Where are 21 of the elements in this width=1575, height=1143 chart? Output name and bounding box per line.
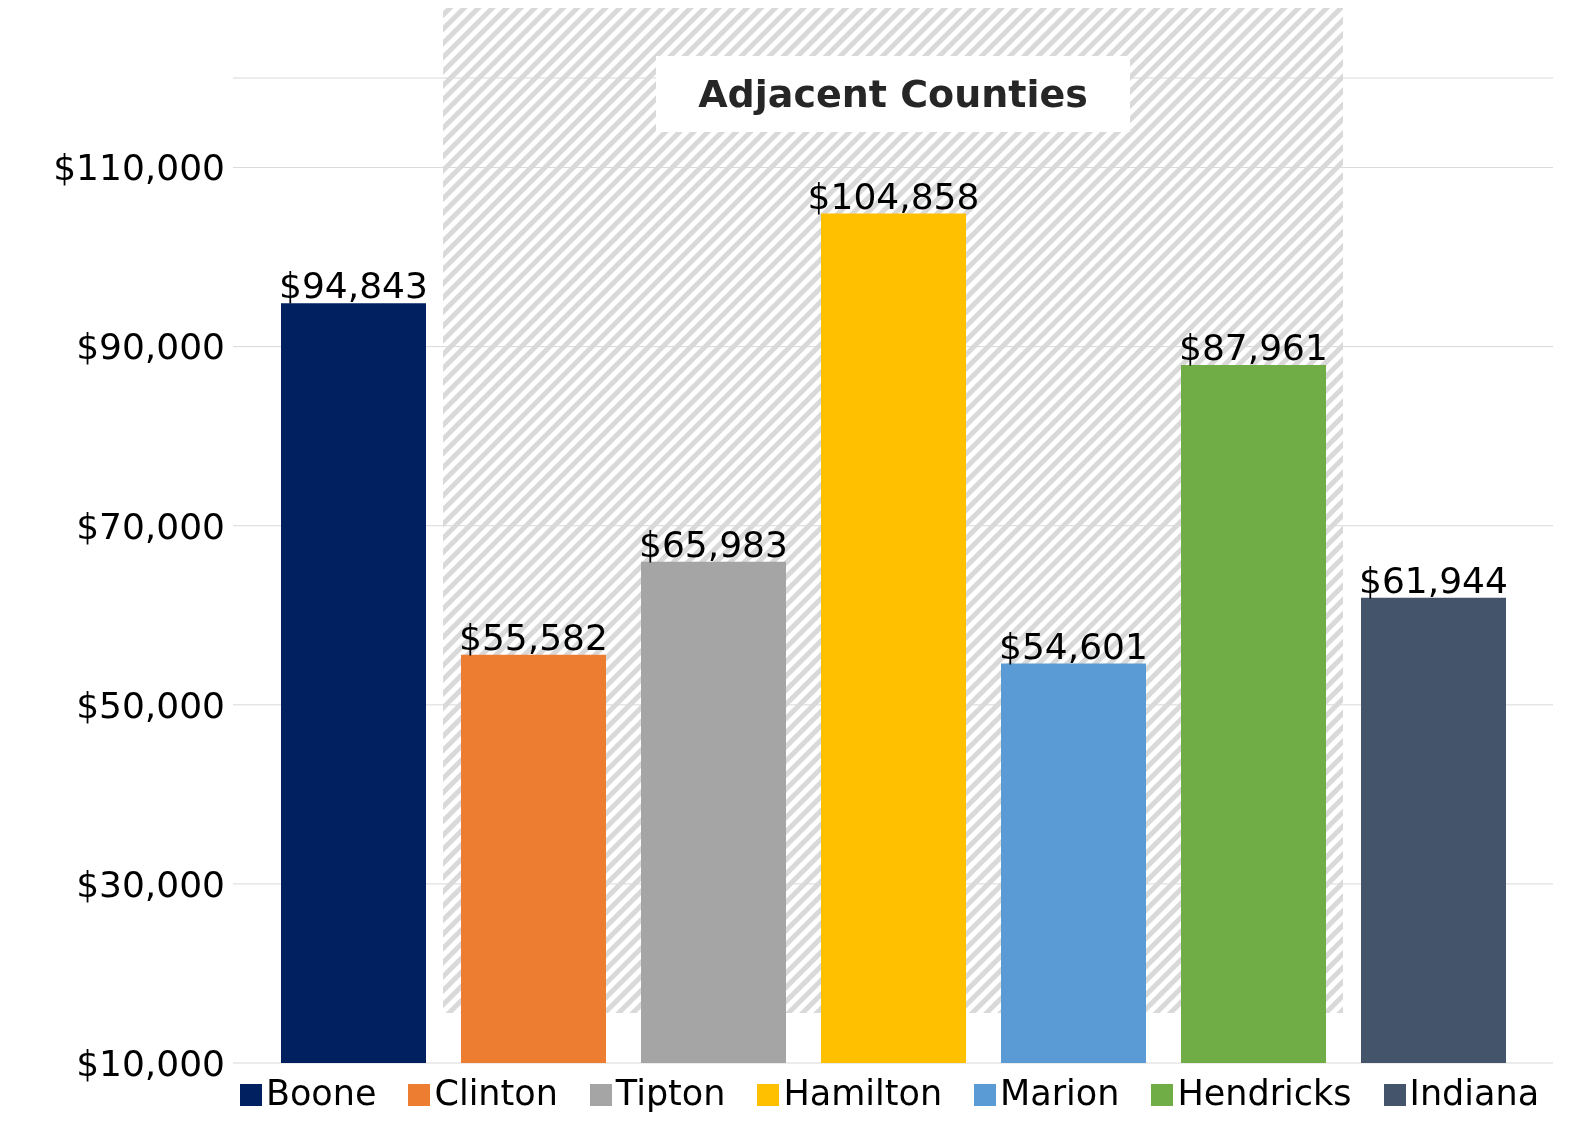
legend-label: Clinton (434, 1073, 558, 1113)
y-tick-label: $70,000 (76, 505, 225, 547)
y-tick-label: $90,000 (76, 326, 225, 368)
y-tick-label: $50,000 (76, 684, 225, 726)
data-label: $104,858 (807, 175, 980, 217)
legend-label: Indiana (1409, 1073, 1540, 1113)
legend-label: Marion (1000, 1073, 1120, 1113)
data-label: $94,843 (279, 265, 428, 307)
legend-label: Boone (265, 1073, 377, 1113)
data-label: $61,944 (1359, 559, 1508, 601)
y-tick-label: $10,000 (76, 1042, 225, 1084)
legend-label: Hamilton (783, 1073, 943, 1113)
data-label: $87,961 (1179, 326, 1328, 368)
data-label: $55,582 (459, 616, 608, 658)
data-label: $65,983 (639, 523, 788, 565)
legend-label: Hendricks (1177, 1073, 1352, 1113)
legend-label: Tipton (615, 1073, 726, 1113)
y-tick-label: $30,000 (76, 863, 225, 905)
annotation: Adjacent Counties (656, 56, 1130, 132)
data-label: $54,601 (999, 625, 1148, 667)
y-tick-label: $110,000 (53, 147, 225, 189)
